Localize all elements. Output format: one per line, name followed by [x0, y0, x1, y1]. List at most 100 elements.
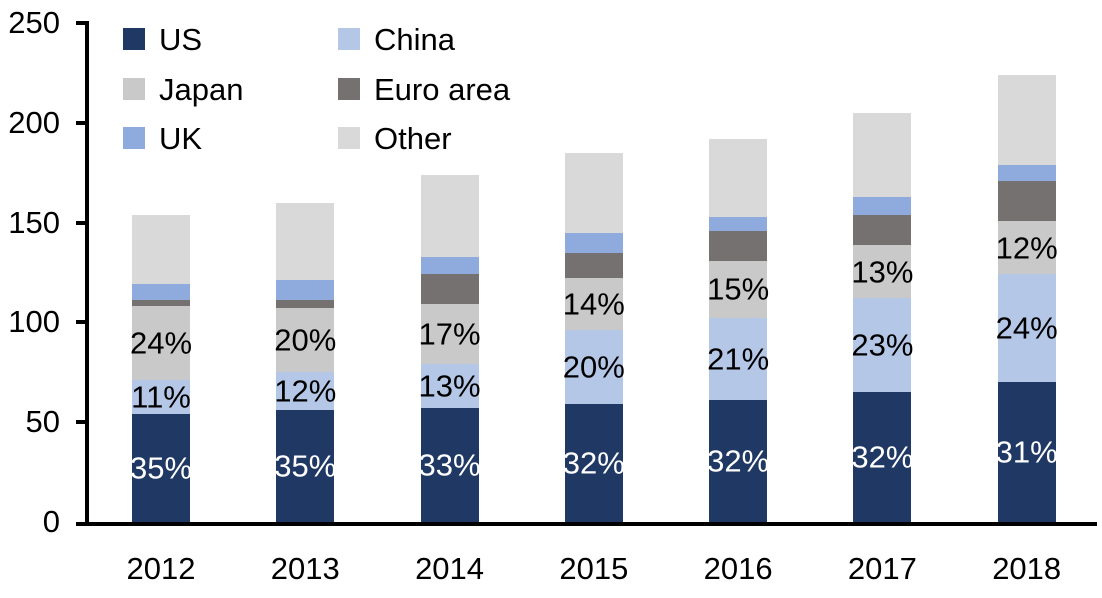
bar-segment-us — [276, 410, 334, 522]
segment-value-label: 33% — [418, 447, 481, 483]
y-tick-label: 50 — [25, 404, 60, 440]
bar-segment-other — [132, 214, 190, 285]
segment-value-label: 11% — [131, 379, 191, 415]
y-tick-mark — [76, 21, 85, 25]
legend-swatch-euro-area — [338, 78, 360, 100]
bar-segment-us — [421, 408, 479, 522]
legend-item-euro-area: Euro area — [338, 74, 510, 105]
legend-swatch-us — [123, 28, 145, 50]
legend-label: China — [374, 21, 455, 57]
segment-value-label: 32% — [562, 445, 625, 481]
legend-item-uk: UK — [123, 123, 202, 154]
legend-label: UK — [159, 120, 203, 156]
legend-swatch-china — [338, 28, 360, 50]
bar-segment-other — [709, 138, 767, 217]
y-tick-label: 100 — [8, 304, 60, 340]
legend-label: Euro area — [374, 71, 511, 107]
segment-value-label: 17% — [418, 316, 481, 352]
bar-segment-other — [565, 152, 623, 233]
y-tick-label: 0 — [42, 504, 60, 539]
bar-segment-us — [132, 414, 190, 522]
bar-segment-china — [276, 372, 334, 411]
bar-segment-uk — [565, 232, 623, 253]
bar-segment-japan — [998, 220, 1056, 275]
y-tick-label: 250 — [8, 5, 60, 40]
segment-value-label: 12% — [995, 230, 1058, 266]
legend-label: Other — [374, 120, 452, 156]
bar-segment-euro-area — [853, 214, 911, 245]
x-tick-label: 2013 — [270, 551, 340, 586]
bar-segment-other — [421, 174, 479, 257]
x-tick-label: 2015 — [559, 551, 629, 586]
bar-segment-japan — [709, 260, 767, 319]
bar-segment-us — [853, 392, 911, 522]
legend-item-other: Other — [338, 123, 452, 154]
x-tick-label: 2016 — [703, 551, 773, 586]
bar-segment-china — [709, 318, 767, 401]
bar-segment-uk — [853, 196, 911, 215]
bar-segment-uk — [132, 284, 190, 301]
legend-swatch-uk — [123, 127, 145, 149]
x-tick-label: 2017 — [847, 551, 917, 586]
segment-value-label: 12% — [274, 373, 337, 409]
legend-swatch-other — [338, 127, 360, 149]
segment-value-label: 20% — [274, 322, 337, 358]
bar-segment-other — [853, 112, 911, 197]
segment-value-label: 13% — [851, 254, 914, 289]
bar-segment-japan — [276, 308, 334, 373]
x-tick-label: 2012 — [126, 551, 196, 586]
bar-segment-japan — [132, 306, 190, 381]
x-tick-label: 2014 — [415, 551, 485, 586]
segment-value-label: 20% — [562, 349, 625, 385]
segment-value-label: 15% — [707, 271, 770, 307]
bar-segment-us — [565, 404, 623, 522]
segment-value-label: 14% — [562, 286, 625, 322]
segment-value-label: 13% — [418, 368, 481, 404]
legend-item-japan: Japan — [123, 74, 243, 105]
bar-segment-euro-area — [998, 180, 1056, 221]
bar-segment-euro-area — [132, 300, 190, 307]
legend-label: US — [159, 21, 203, 57]
legend-item-china: China — [338, 24, 455, 55]
segment-value-label: 35% — [274, 448, 337, 484]
y-tick-mark — [76, 320, 85, 325]
bar-segment-china — [132, 380, 190, 415]
segment-value-label: 24% — [995, 310, 1058, 346]
bar-segment-euro-area — [709, 230, 767, 261]
segment-value-label: 31% — [995, 434, 1058, 470]
bar-segment-us — [709, 400, 767, 522]
bar-segment-china — [998, 274, 1056, 383]
bar-segment-euro-area — [421, 274, 479, 305]
bar-segment-japan — [853, 244, 911, 299]
bar-segment-other — [998, 74, 1056, 165]
y-tick-label: 200 — [8, 104, 60, 140]
bar-segment-other — [276, 202, 334, 281]
segment-value-label: 32% — [851, 439, 914, 475]
bar-segment-us — [998, 382, 1056, 522]
y-tick-mark — [76, 120, 85, 125]
segment-value-label: 32% — [707, 443, 770, 479]
bar-segment-euro-area — [276, 300, 334, 309]
bar-segment-japan — [565, 278, 623, 331]
bar-segment-china — [421, 364, 479, 409]
bar-segment-china — [853, 298, 911, 393]
bar-segment-euro-area — [565, 252, 623, 279]
bar-segment-china — [565, 330, 623, 405]
bar-segment-uk — [276, 280, 334, 301]
y-axis-line — [85, 21, 89, 526]
legend-item-us: US — [123, 24, 202, 55]
bar-segment-uk — [998, 164, 1056, 181]
bar-segment-japan — [421, 304, 479, 365]
bar-segment-uk — [421, 256, 479, 275]
y-tick-label: 150 — [8, 204, 60, 240]
segment-value-label: 21% — [707, 341, 770, 377]
bar-segment-uk — [709, 216, 767, 231]
legend-swatch-japan — [123, 78, 145, 100]
x-axis-line — [76, 522, 1097, 526]
y-tick-mark — [76, 420, 85, 425]
y-tick-mark — [76, 220, 85, 225]
x-tick-label: 2018 — [992, 551, 1062, 586]
legend-label: Japan — [159, 71, 244, 107]
segment-value-label: 24% — [129, 325, 193, 361]
